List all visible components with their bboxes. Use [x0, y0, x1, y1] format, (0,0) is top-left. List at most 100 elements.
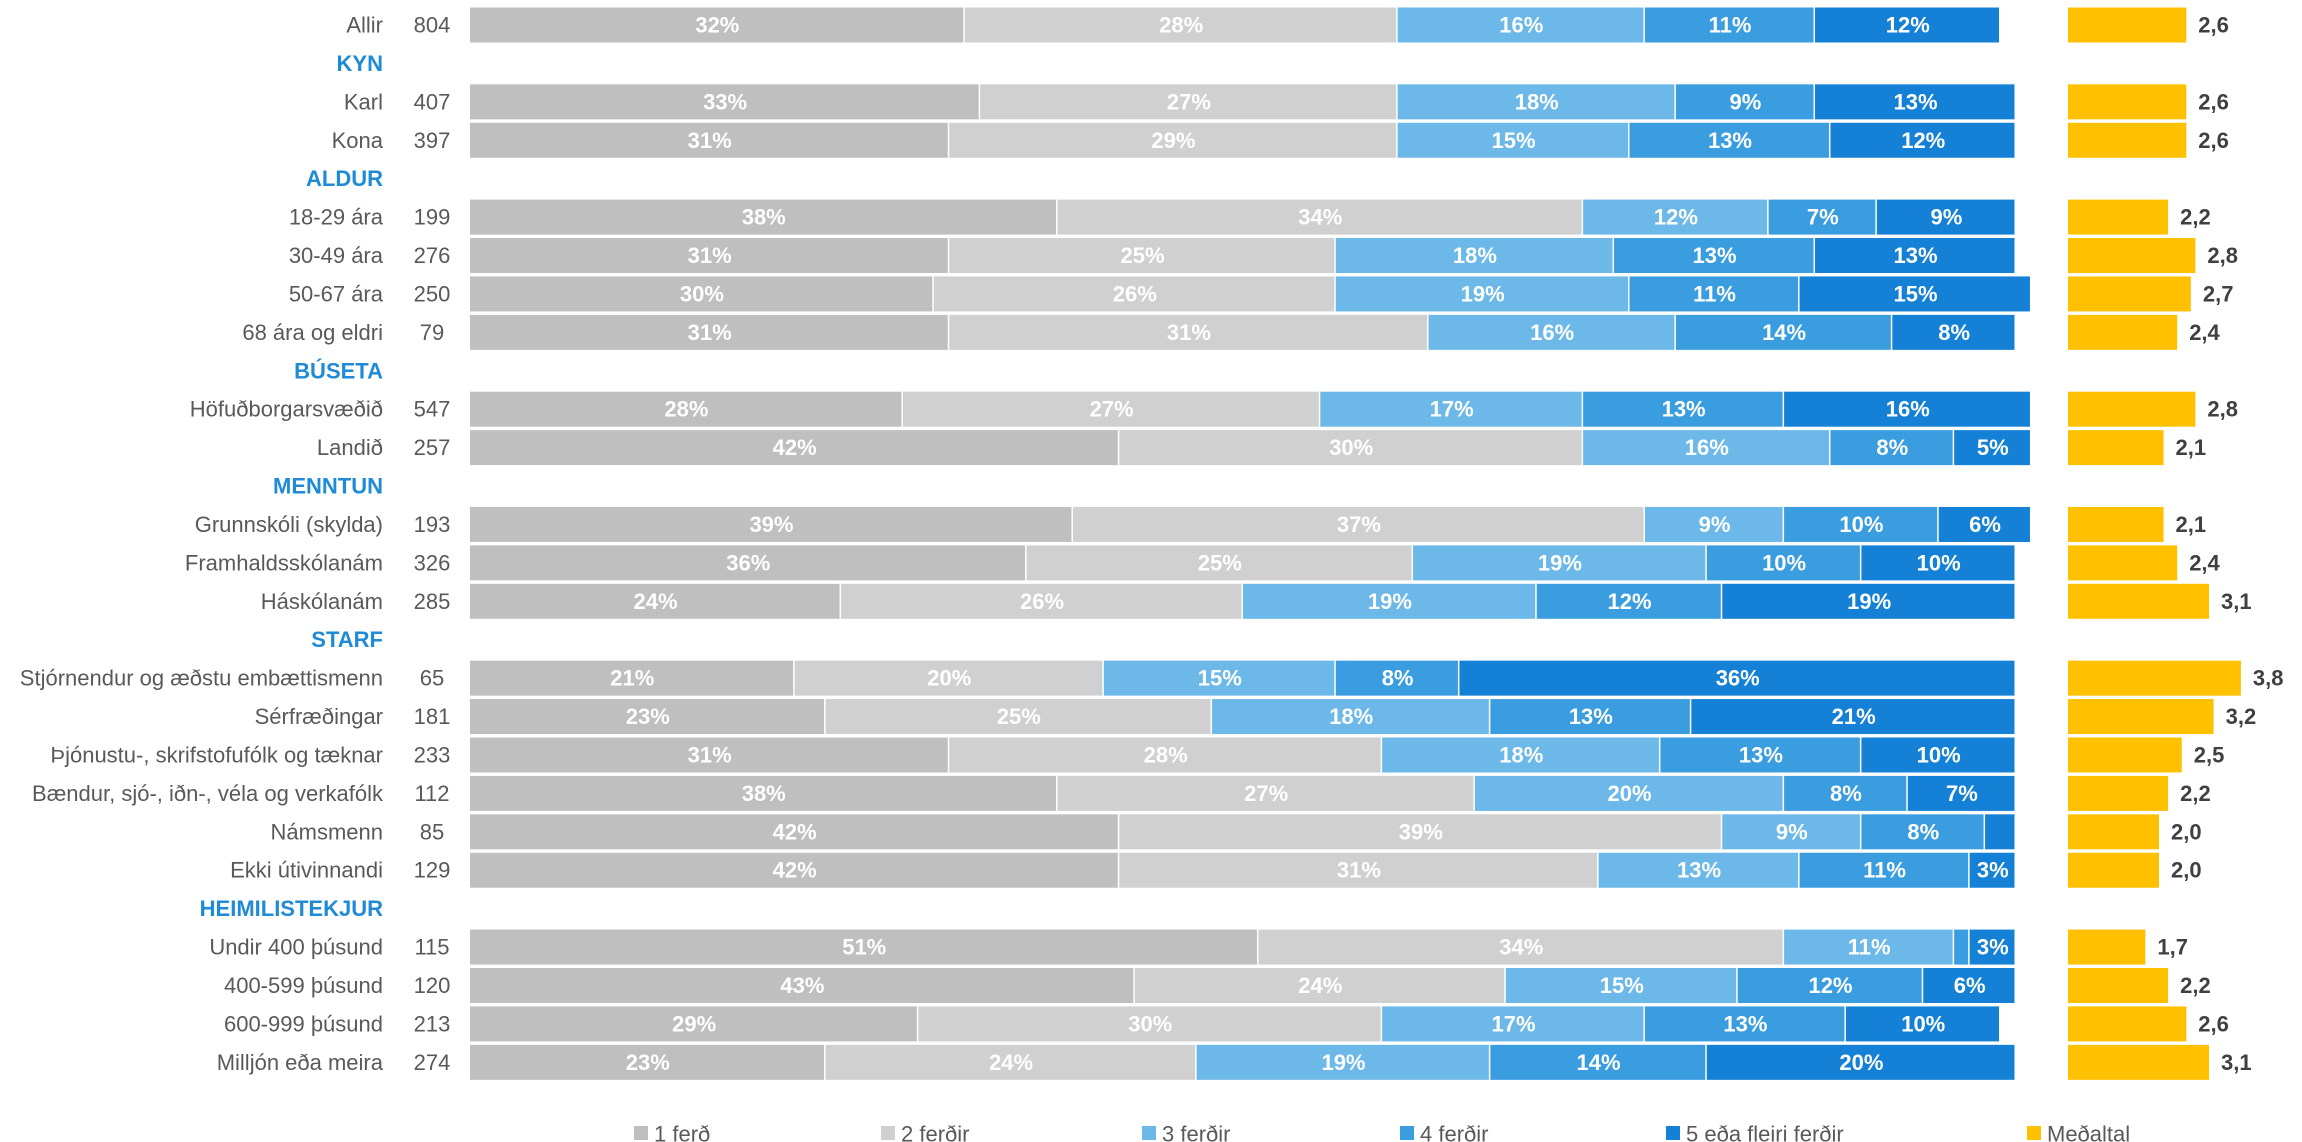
bar-segment	[1490, 699, 1690, 735]
segment-label: 19%	[1321, 1050, 1365, 1075]
mean-bar	[2068, 929, 2146, 965]
bar-segment	[1768, 199, 1876, 235]
mean-label: 2,4	[2189, 320, 2220, 345]
segment-label: 21%	[1832, 704, 1876, 729]
mean-label: 2,6	[2198, 89, 2229, 114]
mean-label: 1,7	[2157, 935, 2188, 960]
bar-segment	[1335, 276, 1628, 312]
row-label: Ekki útivinnandi	[230, 858, 383, 883]
bar-segment	[949, 314, 1428, 350]
mean-bar	[2068, 122, 2187, 158]
segment-label: 51%	[842, 935, 886, 960]
segment-label: 9%	[1776, 819, 1808, 844]
bar-segment	[1784, 506, 1938, 542]
bar-segment	[1382, 1006, 1644, 1042]
mean-label: 2,8	[2207, 243, 2238, 268]
segment-label: 38%	[742, 205, 786, 230]
row-label: Landið	[317, 435, 383, 460]
group-header: BÚSETA	[294, 358, 383, 383]
bar-segment	[1784, 391, 2030, 427]
bar-segment	[470, 391, 902, 427]
row-n: 397	[414, 128, 451, 153]
mean-label: 2,1	[2176, 435, 2207, 460]
legend-label: 4 ferðir	[1420, 1122, 1488, 1142]
bar-segment	[1196, 1044, 1489, 1080]
mean-label: 2,2	[2180, 781, 2211, 806]
segment-label: 13%	[1569, 704, 1613, 729]
row-label: Stjórnendur og æðstu embættismenn	[20, 666, 383, 691]
segment-label: 6%	[1954, 973, 1986, 998]
bar-segment	[1335, 660, 1458, 696]
bar-segment	[1815, 238, 2015, 274]
mean-bar	[2068, 660, 2241, 696]
segment-label: 6%	[1969, 512, 2001, 537]
segment-label: 30%	[1128, 1011, 1172, 1036]
segment-label: 13%	[1723, 1011, 1767, 1036]
segment-label: 19%	[1538, 550, 1582, 575]
bar-segment	[1320, 391, 1582, 427]
mean-label: 2,6	[2198, 128, 2229, 153]
bar-segment	[980, 84, 1397, 120]
segment-label: 12%	[1654, 205, 1698, 230]
bar-segment	[1969, 929, 2015, 965]
row-label: 400-599 þúsund	[224, 973, 383, 998]
bar-segment	[470, 699, 825, 735]
group-header: ALDUR	[306, 166, 383, 191]
segment-label: 18%	[1515, 89, 1559, 114]
mean-label: 2,0	[2171, 819, 2202, 844]
mean-bar	[2068, 276, 2191, 312]
bar-segment	[1057, 775, 1474, 811]
segment-label: 36%	[1716, 666, 1760, 691]
segment-label: 17%	[1492, 1011, 1536, 1036]
segment-label: 12%	[1901, 128, 1945, 153]
row-n: 85	[420, 819, 444, 844]
segment-label: 34%	[1499, 935, 1543, 960]
segment-label: 10%	[1917, 742, 1961, 767]
segment-label: 13%	[1893, 243, 1937, 268]
segment-label: 10%	[1917, 550, 1961, 575]
segment-label: 27%	[1244, 781, 1288, 806]
segment-label: 12%	[1808, 973, 1852, 998]
segment-label: 32%	[695, 13, 739, 38]
bar-segment	[470, 314, 948, 350]
bar-segment	[470, 775, 1056, 811]
segment-label: 29%	[672, 1011, 716, 1036]
bar-segment	[470, 199, 1056, 235]
mean-label: 3,2	[2226, 704, 2257, 729]
bar-segment	[1026, 545, 1412, 581]
segment-label: 25%	[997, 704, 1041, 729]
segment-label: 10%	[1901, 1011, 1945, 1036]
row-n: 129	[414, 858, 451, 883]
bar-segment	[1583, 430, 1829, 466]
segment-label: 15%	[1492, 128, 1536, 153]
segment-label: 11%	[1693, 281, 1736, 306]
legend-swatch	[2027, 1126, 2041, 1140]
group-header: HEIMILISTEKJUR	[200, 896, 383, 921]
bar-segment	[1397, 7, 1644, 43]
mean-bar	[2068, 968, 2169, 1003]
bar-segment	[949, 737, 1381, 773]
segment-label: 11%	[1848, 935, 1891, 960]
bar-segment	[1784, 929, 1953, 965]
bar-segment	[1830, 430, 1953, 466]
row-label: Framhaldsskólanám	[185, 550, 383, 575]
bar-segment	[1938, 506, 2030, 542]
segment-label: 24%	[1298, 973, 1342, 998]
bar-segment	[1397, 84, 1675, 120]
group-header: KYN	[337, 51, 383, 76]
segment-label: 15%	[1198, 666, 1242, 691]
segment-label: 9%	[1931, 205, 1963, 230]
mean-bar	[2068, 852, 2159, 888]
segment-label: 18%	[1453, 243, 1497, 268]
segment-label: 3%	[1977, 858, 2009, 883]
row-label: Allir	[346, 13, 383, 38]
bar-segment	[794, 660, 1103, 696]
segment-label: 33%	[703, 89, 747, 114]
bar-segment	[1243, 583, 1536, 619]
segment-label: 20%	[1607, 781, 1651, 806]
segment-label: 26%	[1113, 281, 1157, 306]
segment-label: 12%	[1607, 589, 1651, 614]
row-n: 276	[414, 243, 451, 268]
bar-segment	[1335, 238, 1613, 274]
segment-label: 10%	[1839, 512, 1883, 537]
